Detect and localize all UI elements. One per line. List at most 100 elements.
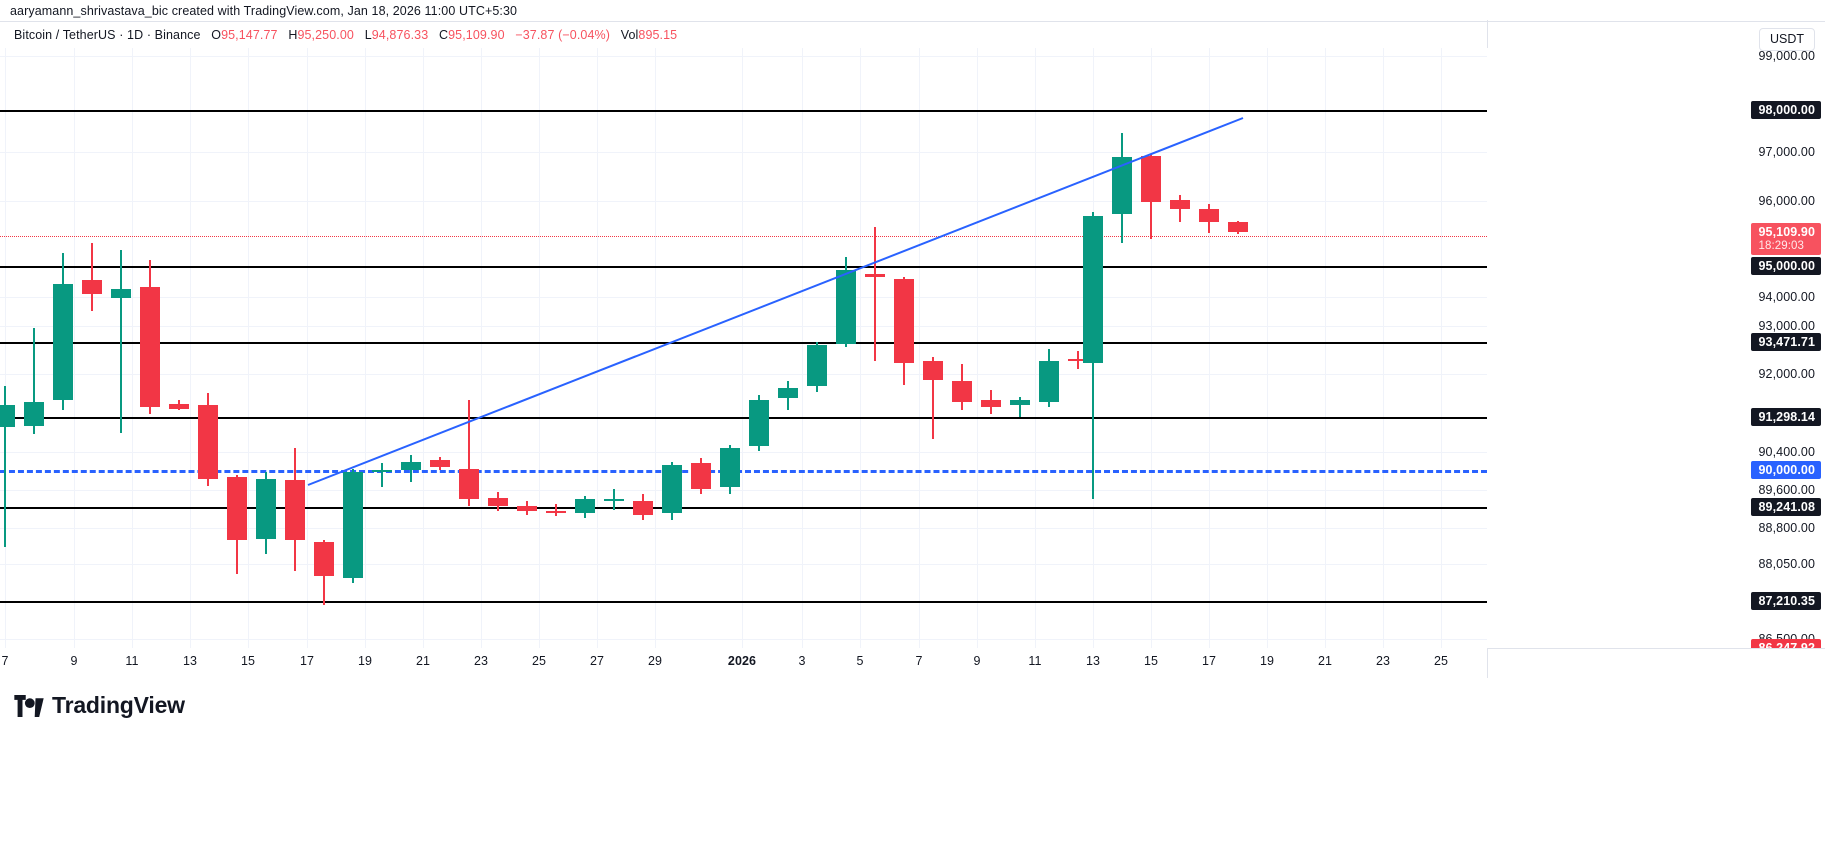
time-axis-tick: 3 (798, 654, 806, 668)
candlestick (865, 227, 885, 361)
price-level-line[interactable] (0, 470, 1487, 473)
exchange-label[interactable]: Binance (154, 28, 201, 42)
time-axis-tick: 5 (856, 654, 864, 668)
candlestick (227, 475, 247, 575)
vertical-gridline (655, 48, 656, 648)
candle-body (1199, 208, 1219, 223)
vertical-gridline (423, 48, 424, 648)
candle-body (169, 403, 189, 409)
candle-body (517, 506, 537, 512)
horizontal-gridline (0, 564, 1487, 565)
interval-label[interactable]: 1D (127, 28, 144, 42)
horizontal-gridline (0, 56, 1487, 57)
price-level-line[interactable] (0, 417, 1487, 419)
price-level-line[interactable] (0, 236, 1487, 237)
vertical-gridline (802, 48, 803, 648)
candlestick (1083, 212, 1103, 500)
time-axis-tick: 11 (1028, 654, 1042, 668)
price-level-line[interactable] (0, 601, 1487, 603)
candle-body (836, 270, 856, 344)
candlestick (459, 400, 479, 507)
chart-plot-area[interactable] (0, 48, 1487, 648)
candle-wick (874, 227, 876, 361)
candlestick (24, 328, 44, 435)
vertical-gridline (860, 48, 861, 648)
badge-value: 90,000.00 (1758, 463, 1815, 477)
price-level-badge[interactable]: 86,247.92 (1751, 639, 1821, 648)
vertical-gridline (190, 48, 191, 648)
candle-body (53, 283, 73, 401)
vertical-gridline (481, 48, 482, 648)
candle-body (459, 468, 479, 500)
candle-body (227, 477, 247, 541)
vertical-gridline (1267, 48, 1268, 648)
horizontal-gridline (0, 297, 1487, 298)
candle-body (981, 400, 1001, 407)
badge-value: 87,210.35 (1758, 594, 1815, 608)
time-axis[interactable]: 7 9 11 13 15 17 19 21 23 25 27 29 2026 3 5 7 9 11 13 15 17 19… (0, 648, 1487, 678)
candle-body (1228, 222, 1248, 233)
candle-wick (1179, 195, 1181, 223)
candlestick (314, 540, 334, 606)
tradingview-logo[interactable]: TradingView (14, 692, 185, 719)
vertical-gridline (307, 48, 308, 648)
candle-body (430, 459, 450, 467)
candle-body (952, 381, 972, 402)
candle-body (256, 478, 276, 539)
vertical-gridline (977, 48, 978, 648)
currency-chip[interactable]: USDT (1758, 28, 1815, 51)
price-level-badge[interactable]: 90,000.00 (1751, 461, 1821, 479)
price-level-badge[interactable]: 95,000.00 (1751, 257, 1821, 275)
price-axis-tick: 99,000.00 (1758, 49, 1815, 63)
tradingview-wordmark: TradingView (52, 692, 185, 718)
price-level-badge[interactable]: 98,000.00 (1751, 101, 1821, 119)
price-axis[interactable]: 99,000.00 97,000.00 96,000.00 94,000.00 93,0… (1487, 48, 1825, 648)
time-axis-tick: 23 (1375, 654, 1391, 668)
time-axis-tick: 13 (1085, 654, 1101, 668)
candle-body (807, 345, 827, 387)
bar-countdown: 18:29:03 (1758, 240, 1805, 252)
symbol-name[interactable]: Bitcoin / TetherUS (14, 28, 116, 42)
candlestick (1010, 396, 1030, 418)
price-level-line[interactable] (0, 110, 1487, 112)
candlestick (720, 444, 740, 495)
candlestick (372, 463, 392, 488)
vertical-gridline (132, 48, 133, 648)
candlestick (778, 381, 798, 411)
candle-body (1010, 400, 1030, 406)
badge-value: 98,000.00 (1758, 103, 1815, 117)
candle-wick (555, 504, 557, 517)
vertical-gridline (1383, 48, 1384, 648)
price-level-badge[interactable]: 89,241.08 (1751, 498, 1821, 516)
candle-body (604, 499, 624, 502)
vertical-gridline (1151, 48, 1152, 648)
candle-body (691, 463, 711, 490)
last-price-badge[interactable]: 95,109.90 18:29:03 (1751, 223, 1821, 255)
candlestick (169, 400, 189, 411)
price-level-line[interactable] (0, 266, 1487, 268)
time-axis-tick: 29 (647, 654, 663, 668)
price-level-badge[interactable]: 93,471.71 (1751, 333, 1821, 351)
candle-body (285, 480, 305, 541)
badge-value: 91,298.14 (1758, 410, 1815, 424)
time-axis-tick: 13 (182, 654, 198, 668)
price-axis-tick: 92,000.00 (1758, 367, 1815, 381)
price-level-line[interactable] (0, 507, 1487, 509)
candlestick (807, 342, 827, 392)
close-label: C (438, 28, 449, 42)
horizontal-gridline (0, 374, 1487, 375)
candlestick (256, 471, 276, 554)
candle-wick (381, 463, 383, 488)
candlestick (1039, 348, 1059, 407)
price-level-line[interactable] (0, 342, 1487, 344)
price-level-badge[interactable]: 87,210.35 (1751, 592, 1821, 610)
price-level-badge[interactable]: 91,298.14 (1751, 408, 1821, 426)
candlestick (836, 256, 856, 348)
candle-wick (4, 386, 6, 548)
horizontal-gridline (0, 639, 1487, 640)
candle-body (749, 400, 769, 447)
candle-body (778, 388, 798, 399)
vertical-gridline (1209, 48, 1210, 648)
vertical-gridline (919, 48, 920, 648)
time-axis-tick: 27 (589, 654, 605, 668)
